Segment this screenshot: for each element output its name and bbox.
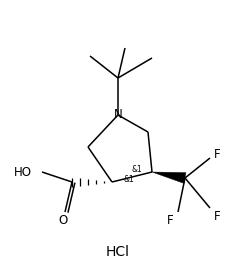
Text: HCl: HCl bbox=[106, 245, 130, 259]
Polygon shape bbox=[152, 172, 186, 183]
Text: &1: &1 bbox=[123, 176, 134, 184]
Text: HO: HO bbox=[14, 166, 32, 179]
Text: F: F bbox=[167, 214, 173, 227]
Text: N: N bbox=[114, 109, 122, 122]
Text: O: O bbox=[58, 214, 68, 227]
Text: F: F bbox=[214, 209, 220, 222]
Text: &1: &1 bbox=[131, 165, 142, 175]
Text: F: F bbox=[214, 148, 220, 161]
